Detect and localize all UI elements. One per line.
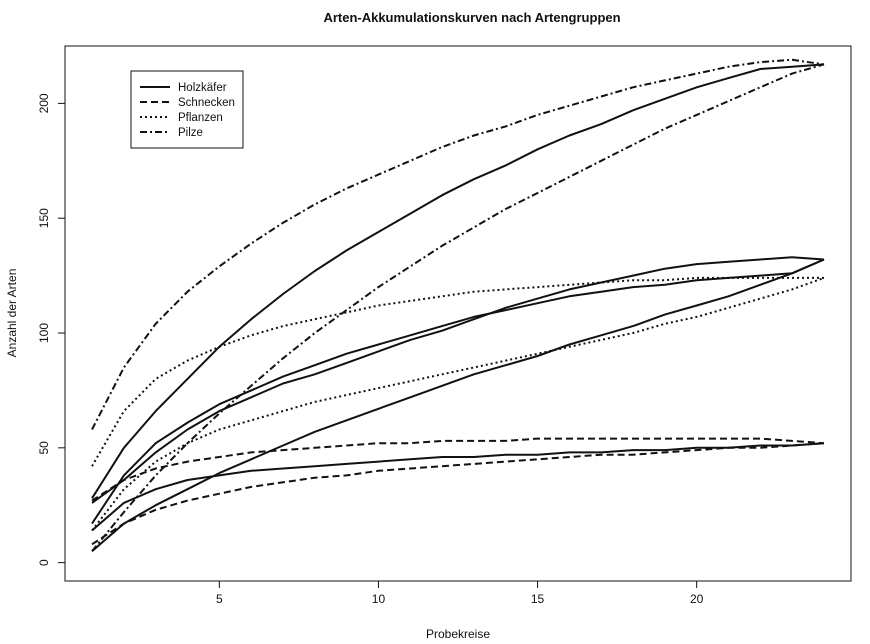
x-tick-label: 15	[531, 592, 545, 606]
plot-area-frame	[64, 45, 852, 582]
series-line-dashdot-10	[91, 58, 825, 430]
x-tick-label: 20	[690, 592, 704, 606]
chart-title: Arten-Akkumulationskurven nach Artengrup…	[323, 10, 620, 25]
y-axis-label: Anzahl der Arten	[5, 269, 19, 358]
y-tick-label: 0	[37, 559, 51, 566]
y-tick-label: 200	[37, 93, 51, 113]
series-line-dashdot-11	[91, 63, 825, 552]
series-layer	[91, 58, 825, 552]
series-line-solid-1	[91, 63, 825, 499]
series-line-dashed-6	[91, 437, 825, 502]
y-tick-label: 50	[37, 441, 51, 455]
series-line-solid-4	[91, 442, 825, 532]
y-tick-label: 150	[37, 208, 51, 228]
legend: Holzkäfer Schnecken Pflanzen Pilze	[130, 70, 244, 149]
legend-label: Holzkäfer	[178, 82, 227, 94]
y-tick-label: 100	[37, 323, 51, 343]
series-line-solid-2	[91, 258, 825, 525]
x-axis-label: Probekreise	[426, 627, 490, 641]
legend-label: Pilze	[178, 127, 203, 139]
legend-label: Schnecken	[178, 97, 235, 109]
series-line-dashed-7	[91, 442, 825, 546]
legend-label: Pflanzen	[178, 112, 223, 124]
x-tick-label: 10	[372, 592, 386, 606]
series-line-dotted-9	[91, 276, 825, 532]
x-tick-label: 5	[216, 592, 223, 606]
y-axis: 0 50 100 150 200	[37, 93, 65, 566]
series-line-solid-3	[91, 256, 825, 504]
series-line-solid-5	[91, 258, 825, 552]
series-line-dotted-8	[91, 276, 824, 467]
legend-box	[130, 70, 244, 149]
x-axis: 5 10 15 20	[216, 581, 704, 606]
